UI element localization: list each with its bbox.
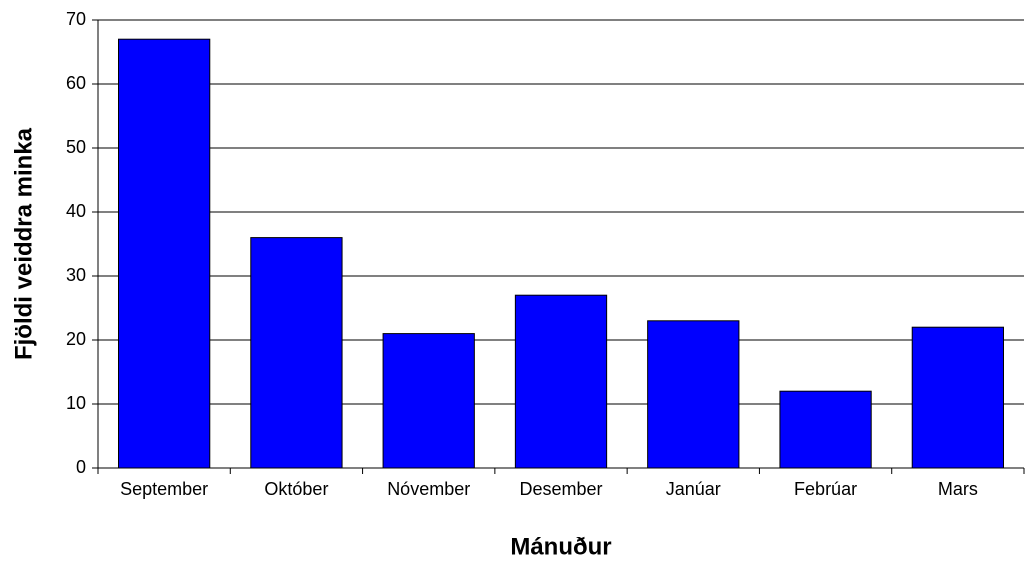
y-axis-title: Fjöldi veiddra minka: [10, 127, 37, 360]
y-tick-label: 60: [66, 73, 86, 93]
y-tick-label: 10: [66, 393, 86, 413]
bar: [779, 390, 872, 469]
x-axis-title: Mánuður: [510, 533, 611, 560]
x-tick-label: September: [120, 479, 208, 499]
y-tick-label: 70: [66, 9, 86, 29]
bar: [514, 294, 608, 469]
bar: [911, 326, 1004, 469]
x-tick-label: Janúar: [666, 479, 721, 499]
x-tick-label: Febrúar: [794, 479, 857, 499]
y-tick-label: 50: [66, 137, 86, 157]
x-tick-label: Mars: [938, 479, 978, 499]
y-tick-label: 40: [66, 201, 86, 221]
bar: [382, 333, 475, 469]
x-tick-label: Nóvember: [387, 479, 470, 499]
x-tick-label: Október: [264, 479, 328, 499]
bar: [118, 38, 211, 469]
bar: [647, 320, 740, 469]
y-tick-label: 0: [76, 457, 86, 477]
y-tick-label: 20: [66, 329, 86, 349]
x-tick-label: Desember: [519, 479, 602, 499]
bar: [250, 237, 343, 469]
y-tick-label: 30: [66, 265, 86, 285]
